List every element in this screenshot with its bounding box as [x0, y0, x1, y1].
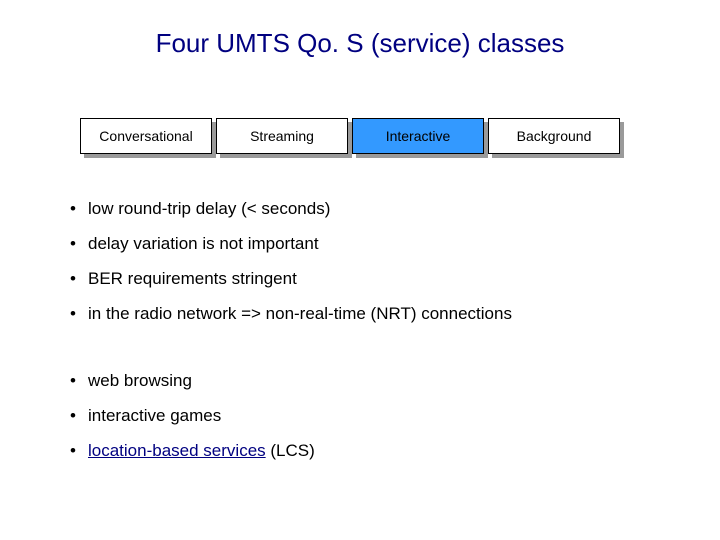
bullet-dot-icon: •	[70, 407, 88, 424]
bullet-dot-icon: •	[70, 305, 88, 322]
bullet-dot-icon: •	[70, 442, 88, 459]
qos-class-row: Conversational Streaming Interactive Bac…	[80, 118, 624, 158]
box-label: Interactive	[386, 128, 451, 144]
bullet-text: BER requirements stringent	[88, 269, 297, 288]
box-label: Conversational	[99, 128, 192, 144]
bullet-group-characteristics: •low round-trip delay (< seconds) •delay…	[70, 200, 512, 340]
bullet-text: delay variation is not important	[88, 234, 319, 253]
bullet-item: •in the radio network => non-real-time (…	[70, 305, 512, 322]
bullet-text: in the radio network => non-real-time (N…	[88, 304, 512, 323]
qos-box-interactive: Interactive	[352, 118, 488, 158]
bullet-text-suffix: (LCS)	[266, 441, 315, 460]
bullet-item: •low round-trip delay (< seconds)	[70, 200, 512, 217]
qos-box-background: Background	[488, 118, 624, 158]
box-front: Conversational	[80, 118, 212, 154]
box-label: Streaming	[250, 128, 314, 144]
slide: Four UMTS Qo. S (service) classes Conver…	[0, 0, 720, 540]
bullet-text: interactive games	[88, 406, 221, 425]
bullet-item: •delay variation is not important	[70, 235, 512, 252]
bullet-group-examples: •web browsing •interactive games •locati…	[70, 372, 315, 477]
bullet-dot-icon: •	[70, 372, 88, 389]
bullet-item: •interactive games	[70, 407, 315, 424]
bullet-dot-icon: •	[70, 235, 88, 252]
bullet-text: low round-trip delay (< seconds)	[88, 199, 330, 218]
bullet-dot-icon: •	[70, 270, 88, 287]
bullet-dot-icon: •	[70, 200, 88, 217]
qos-box-conversational: Conversational	[80, 118, 216, 158]
bullet-link-text: location-based services	[88, 441, 266, 460]
bullet-item: •BER requirements stringent	[70, 270, 512, 287]
bullet-item: •web browsing	[70, 372, 315, 389]
box-front: Streaming	[216, 118, 348, 154]
qos-box-streaming: Streaming	[216, 118, 352, 158]
slide-title: Four UMTS Qo. S (service) classes	[0, 28, 720, 59]
box-label: Background	[517, 128, 592, 144]
box-front: Background	[488, 118, 620, 154]
box-front: Interactive	[352, 118, 484, 154]
bullet-text: web browsing	[88, 371, 192, 390]
bullet-item: •location-based services (LCS)	[70, 442, 315, 459]
